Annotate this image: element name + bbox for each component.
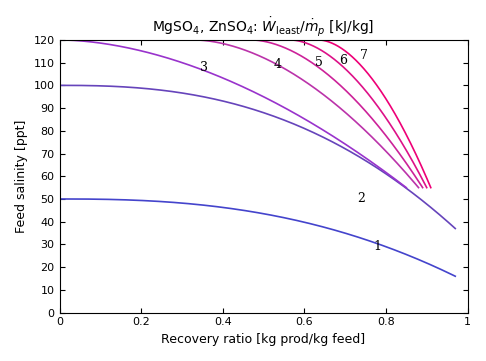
Text: 3: 3 — [200, 61, 208, 74]
Text: 7: 7 — [360, 49, 367, 62]
Text: 1: 1 — [374, 240, 382, 253]
Text: 5: 5 — [314, 56, 323, 69]
Y-axis label: Feed salinity [ppt]: Feed salinity [ppt] — [15, 119, 28, 233]
Text: 2: 2 — [358, 192, 365, 205]
Text: 4: 4 — [274, 58, 282, 71]
Text: 6: 6 — [339, 54, 347, 67]
Title: MgSO$_4$, ZnSO$_4$: $\dot{W}_{\mathrm{least}}/\dot{m}_p$ [kJ/kg]: MgSO$_4$, ZnSO$_4$: $\dot{W}_{\mathrm{le… — [153, 15, 375, 38]
X-axis label: Recovery ratio [kg prod/kg feed]: Recovery ratio [kg prod/kg feed] — [161, 333, 365, 346]
